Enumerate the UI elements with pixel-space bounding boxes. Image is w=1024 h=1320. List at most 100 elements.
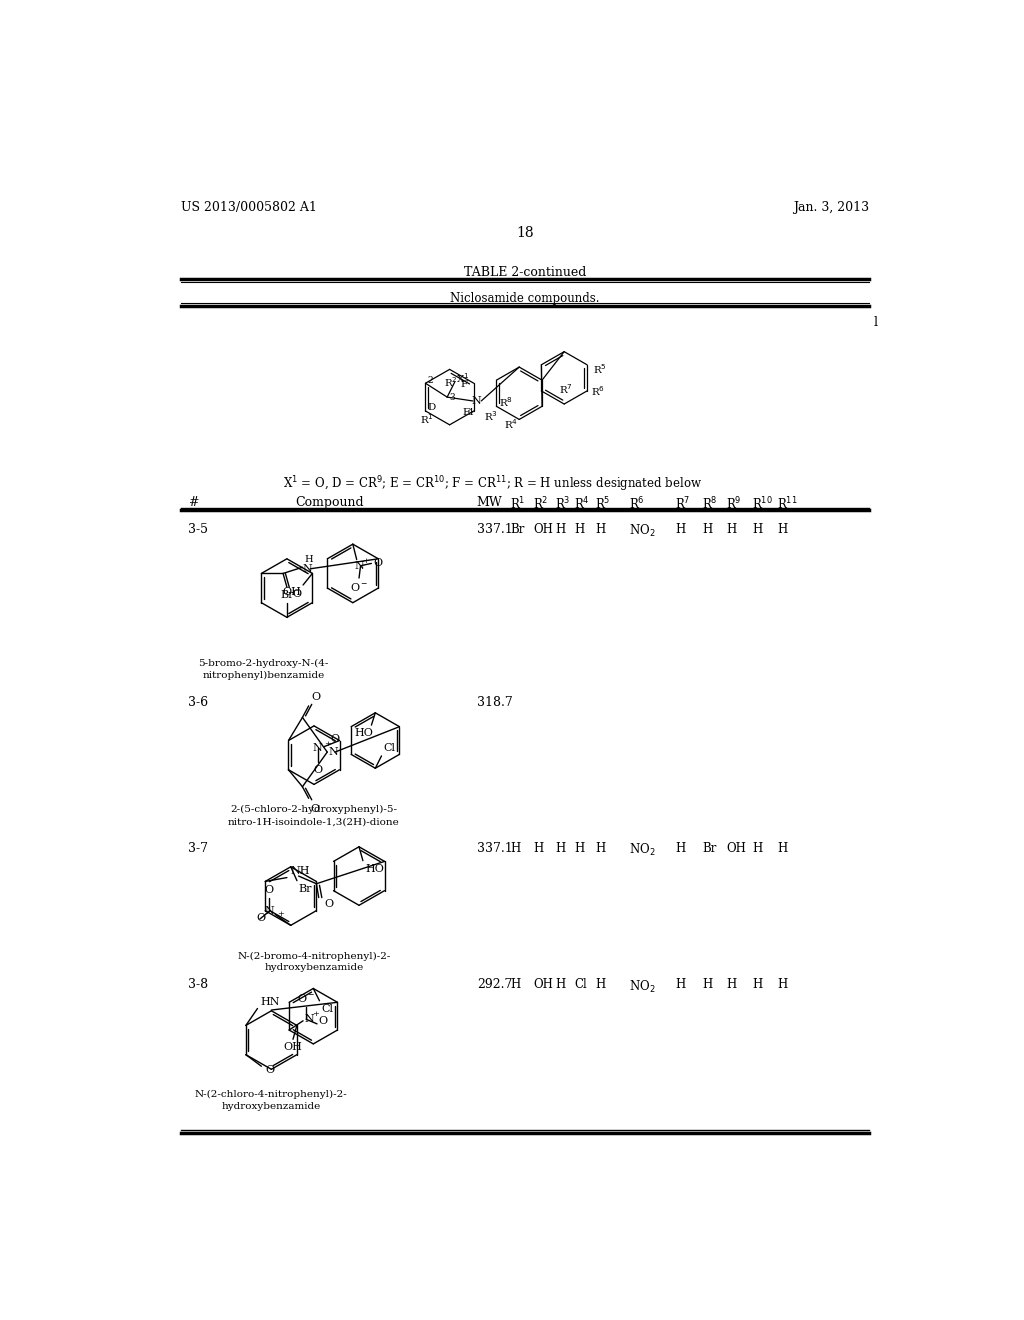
Text: US 2013/0005802 A1: US 2013/0005802 A1	[180, 201, 316, 214]
Text: H: H	[510, 842, 520, 855]
Text: 3-6: 3-6	[188, 696, 209, 709]
Text: #: #	[188, 496, 199, 508]
Text: O: O	[330, 734, 339, 744]
Text: Cl: Cl	[322, 1003, 333, 1014]
Text: Niclosamide compounds.: Niclosamide compounds.	[451, 292, 599, 305]
Text: 3-8: 3-8	[188, 978, 209, 991]
Text: O: O	[257, 912, 266, 923]
Text: E: E	[463, 408, 470, 417]
Text: OH: OH	[534, 523, 553, 536]
Text: O: O	[310, 804, 319, 813]
Text: 5-bromo-2-hydroxy-N-(4-
nitrophenyl)benzamide: 5-bromo-2-hydroxy-N-(4- nitrophenyl)benz…	[199, 659, 329, 680]
Text: Cl: Cl	[574, 978, 587, 991]
Text: H: H	[675, 842, 685, 855]
Text: H: H	[555, 842, 565, 855]
Text: Br: Br	[510, 523, 524, 536]
Text: R$^5$: R$^5$	[593, 362, 607, 375]
Text: R$^3$: R$^3$	[484, 409, 499, 424]
Text: N: N	[329, 747, 339, 758]
Text: R$^1$: R$^1$	[510, 496, 525, 512]
Text: R$^6$: R$^6$	[630, 496, 645, 512]
Text: MW: MW	[477, 496, 503, 508]
Text: H: H	[675, 523, 685, 536]
Text: H: H	[574, 523, 585, 536]
Text: H: H	[702, 978, 713, 991]
Text: HO: HO	[366, 863, 384, 874]
Text: R$^5$: R$^5$	[595, 496, 610, 512]
Text: Cl: Cl	[383, 743, 395, 752]
Text: 2: 2	[428, 376, 433, 385]
Text: N-(2-bromo-4-nitrophenyl)-2-
hydroxybenzamide: N-(2-bromo-4-nitrophenyl)-2- hydroxybenz…	[238, 952, 391, 973]
Text: 337.1: 337.1	[477, 523, 512, 536]
Text: +: +	[324, 739, 331, 747]
Text: N: N	[472, 396, 481, 407]
Text: O$^-$: O$^-$	[350, 581, 369, 593]
Text: H: H	[777, 523, 787, 536]
Text: 3: 3	[450, 392, 455, 401]
Text: OH: OH	[282, 587, 301, 597]
Text: 3-7: 3-7	[188, 842, 209, 855]
Text: TABLE 2-continued: TABLE 2-continued	[464, 267, 586, 280]
Text: R$^4$: R$^4$	[504, 417, 518, 430]
Text: R$^{11}$: R$^{11}$	[777, 496, 798, 512]
Text: R$^{10}$: R$^{10}$	[752, 496, 773, 512]
Text: HN: HN	[260, 997, 281, 1007]
Text: R$^8$: R$^8$	[702, 496, 718, 512]
Text: R$^6$: R$^6$	[591, 384, 605, 397]
Text: N: N	[354, 561, 364, 570]
Text: R$^4$: R$^4$	[574, 496, 590, 512]
Text: H: H	[675, 978, 685, 991]
Text: H: H	[555, 978, 565, 991]
Text: X$^1$: X$^1$	[457, 371, 470, 384]
Text: 2-(5-chloro-2-hydroxyphenyl)-5-
nitro-1H-isoindole-1,3(2H)-dione: 2-(5-chloro-2-hydroxyphenyl)-5- nitro-1H…	[228, 805, 400, 826]
Text: O: O	[374, 558, 383, 569]
Text: N: N	[304, 1014, 314, 1024]
Text: O: O	[265, 1065, 274, 1074]
Text: H: H	[726, 523, 736, 536]
Text: H: H	[726, 978, 736, 991]
Text: H: H	[595, 523, 605, 536]
Text: NH: NH	[290, 866, 309, 876]
Text: NO$_2$: NO$_2$	[630, 978, 656, 994]
Text: O: O	[311, 692, 321, 702]
Text: N: N	[264, 907, 274, 916]
Text: l: l	[873, 317, 878, 329]
Text: H: H	[702, 523, 713, 536]
Text: +: +	[362, 557, 370, 565]
Text: Br: Br	[281, 590, 294, 601]
Text: O: O	[264, 886, 273, 895]
Text: R$^7$: R$^7$	[675, 496, 690, 512]
Text: O: O	[325, 899, 333, 909]
Text: Compound: Compound	[295, 496, 364, 508]
Text: N: N	[313, 743, 323, 754]
Text: O$^-$: O$^-$	[297, 991, 315, 1003]
Text: H: H	[510, 978, 520, 991]
Text: Jan. 3, 2013: Jan. 3, 2013	[793, 201, 869, 214]
Text: 337.1: 337.1	[477, 842, 512, 855]
Text: H: H	[752, 523, 762, 536]
Text: R$^7$: R$^7$	[559, 383, 572, 396]
Text: X$^1$ = O, D = CR$^9$; E = CR$^{10}$; F = CR$^{11}$; R = H unless designated bel: X$^1$ = O, D = CR$^9$; E = CR$^{10}$; F …	[283, 474, 702, 494]
Text: F: F	[461, 380, 468, 389]
Text: D: D	[428, 403, 436, 412]
Text: R$^1$: R$^1$	[420, 412, 434, 425]
Text: H: H	[574, 842, 585, 855]
Text: N-(2-chloro-4-nitrophenyl)-2-
hydroxybenzamide: N-(2-chloro-4-nitrophenyl)-2- hydroxyben…	[195, 1090, 348, 1111]
Text: H: H	[595, 842, 605, 855]
Text: H: H	[777, 978, 787, 991]
Text: 18: 18	[516, 226, 534, 240]
Text: O: O	[313, 766, 323, 775]
Text: +: +	[276, 909, 284, 919]
Text: H: H	[752, 978, 762, 991]
Text: R$^3$: R$^3$	[555, 496, 570, 512]
Text: Br: Br	[299, 884, 312, 894]
Text: OH: OH	[284, 1043, 302, 1052]
Text: H: H	[304, 556, 312, 564]
Text: 318.7: 318.7	[477, 696, 512, 709]
Text: O: O	[293, 589, 301, 599]
Text: 3-5: 3-5	[188, 523, 209, 536]
Text: H: H	[534, 842, 544, 855]
Text: OH: OH	[726, 842, 746, 855]
Text: 4: 4	[468, 408, 473, 417]
Text: OH: OH	[534, 978, 553, 991]
